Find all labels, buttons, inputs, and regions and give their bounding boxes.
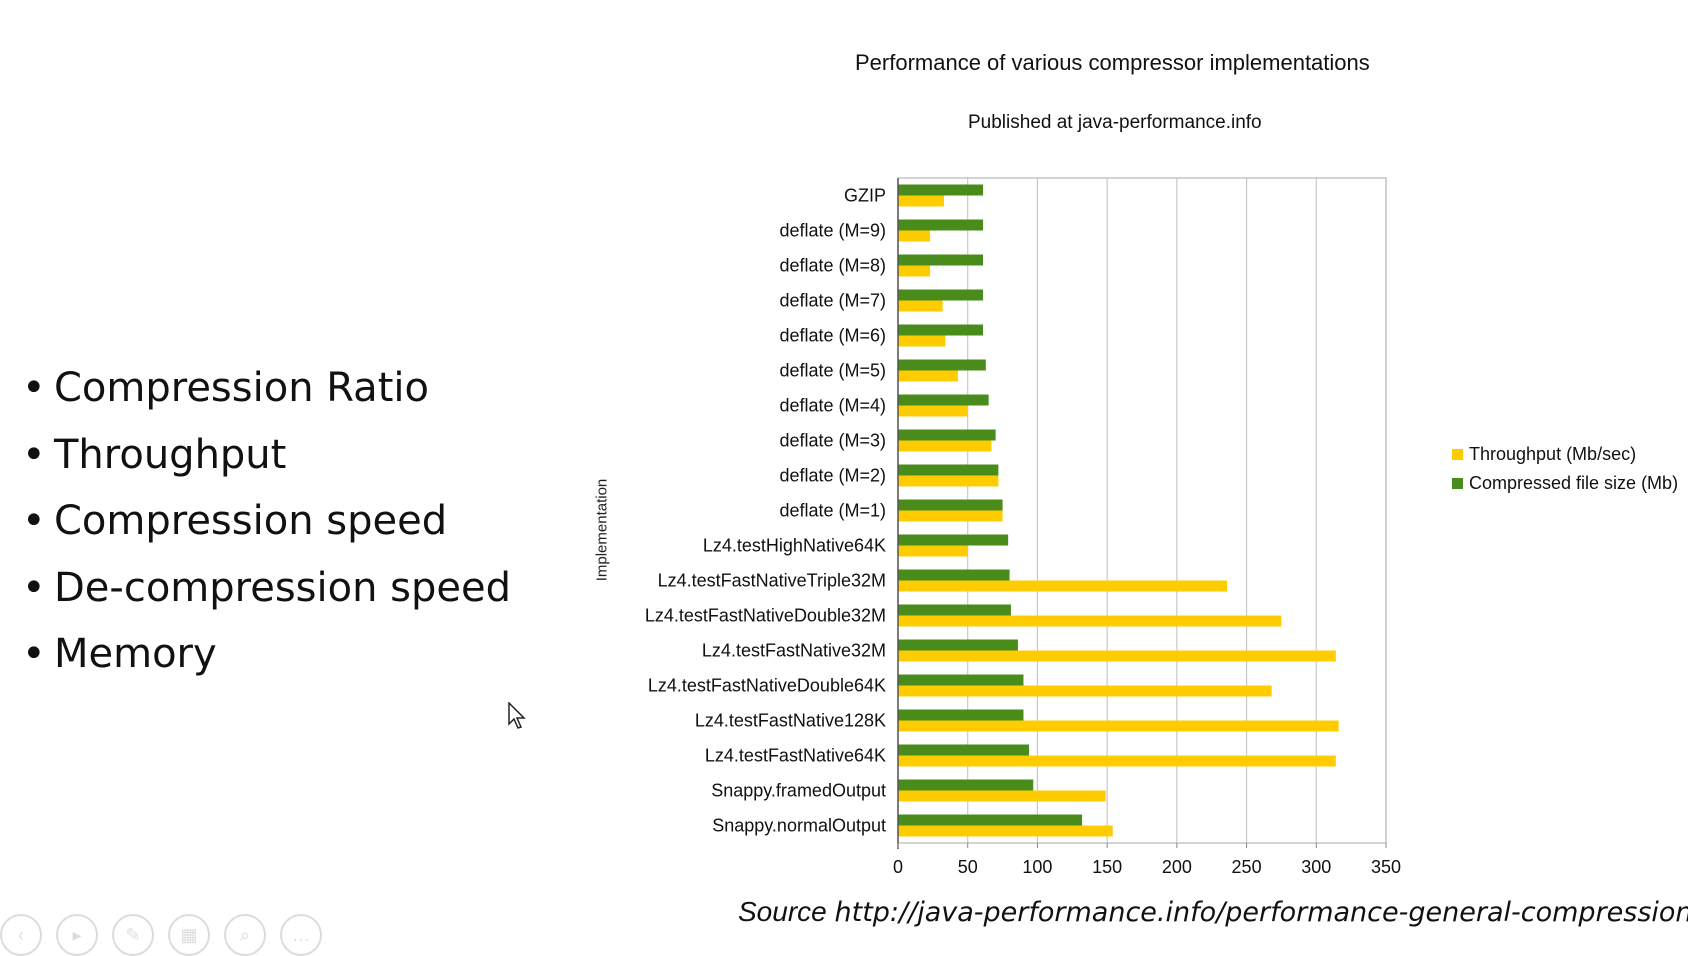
bar-throughput: [898, 336, 945, 347]
bar-compressed-size: [898, 255, 983, 266]
bar-compressed-size: [898, 465, 998, 476]
slides-icon[interactable]: ▦: [168, 914, 210, 956]
bar-throughput: [898, 266, 930, 277]
category-label: deflate (M=1): [779, 501, 886, 521]
bar-compressed-size: [898, 220, 983, 231]
source-url[interactable]: http://java-performance.info/performance…: [835, 897, 1688, 928]
category-label: deflate (M=5): [779, 361, 886, 381]
category-label: Lz4.testFastNativeDouble32M: [645, 606, 886, 626]
bar-throughput: [898, 371, 958, 382]
play-icon[interactable]: ▸: [56, 914, 98, 956]
bar-throughput: [898, 616, 1281, 627]
bar-compressed-size: [898, 535, 1008, 546]
bar-compressed-size: [898, 290, 983, 301]
category-label: deflate (M=6): [779, 326, 886, 346]
source-citation: Source http://java-performance.info/perf…: [738, 896, 1688, 928]
bar-throughput: [898, 756, 1336, 767]
legend-swatch: [1452, 449, 1463, 460]
category-label: GZIP: [844, 186, 886, 206]
category-label: deflate (M=2): [779, 466, 886, 486]
bar-throughput: [898, 686, 1272, 697]
bar-compressed-size: [898, 675, 1023, 686]
more-icon[interactable]: …: [280, 914, 322, 956]
legend-item-size: Compressed file size (Mb): [1452, 469, 1678, 498]
slideshow-toolbar: ‹ ▸ ✎ ▦ ⌕ …: [0, 914, 322, 956]
x-tick-label: 300: [1301, 857, 1331, 877]
bar-compressed-size: [898, 815, 1082, 826]
x-tick-label: 250: [1232, 857, 1262, 877]
bar-compressed-size: [898, 640, 1018, 651]
zoom-icon[interactable]: ⌕: [224, 914, 266, 956]
x-tick-label: 150: [1092, 857, 1122, 877]
category-label: deflate (M=9): [779, 221, 886, 241]
x-tick-label: 50: [958, 857, 978, 877]
mouse-cursor-icon: [508, 702, 526, 730]
chart-legend: Throughput (Mb/sec) Compressed file size…: [1452, 440, 1678, 498]
legend-label: Throughput (Mb/sec): [1469, 444, 1636, 465]
category-label: Lz4.testFastNative128K: [695, 711, 886, 731]
bar-compressed-size: [898, 780, 1033, 791]
bar-compressed-size: [898, 710, 1023, 721]
bar-throughput: [898, 581, 1227, 592]
pen-icon[interactable]: ✎: [112, 914, 154, 956]
category-label: Lz4.testFastNative32M: [702, 641, 886, 661]
category-label: Lz4.testFastNative64K: [705, 746, 886, 766]
bar-throughput: [898, 546, 968, 557]
bar-throughput: [898, 196, 944, 207]
x-tick-label: 100: [1022, 857, 1052, 877]
back-icon[interactable]: ‹: [0, 914, 42, 956]
bar-compressed-size: [898, 745, 1029, 756]
legend-item-throughput: Throughput (Mb/sec): [1452, 440, 1678, 469]
category-label: Lz4.testFastNativeDouble64K: [648, 676, 886, 696]
bar-throughput: [898, 476, 998, 487]
bar-compressed-size: [898, 360, 986, 371]
bar-compressed-size: [898, 500, 1003, 511]
category-label: deflate (M=3): [779, 431, 886, 451]
bar-compressed-size: [898, 605, 1011, 616]
x-tick-label: 350: [1371, 857, 1401, 877]
bar-throughput: [898, 441, 991, 452]
category-label: deflate (M=8): [779, 256, 886, 276]
category-label: Lz4.testFastNativeTriple32M: [658, 571, 886, 591]
category-label: deflate (M=4): [779, 396, 886, 416]
bar-throughput: [898, 406, 968, 417]
category-label: deflate (M=7): [779, 291, 886, 311]
source-label: Source: [738, 896, 827, 927]
legend-swatch: [1452, 478, 1463, 489]
bar-compressed-size: [898, 430, 996, 441]
bar-throughput: [898, 721, 1339, 732]
bar-compressed-size: [898, 325, 983, 336]
category-label: Lz4.testHighNative64K: [703, 536, 886, 556]
bar-throughput: [898, 301, 943, 312]
bar-throughput: [898, 231, 930, 242]
bar-compressed-size: [898, 570, 1010, 581]
category-label: Snappy.framedOutput: [711, 781, 886, 801]
bar-throughput: [898, 791, 1106, 802]
bar-throughput: [898, 651, 1336, 662]
bar-compressed-size: [898, 185, 983, 196]
x-tick-label: 200: [1162, 857, 1192, 877]
bar-throughput: [898, 826, 1113, 837]
bar-throughput: [898, 511, 1003, 522]
legend-label: Compressed file size (Mb): [1469, 473, 1678, 494]
bar-compressed-size: [898, 395, 989, 406]
x-tick-label: 0: [893, 857, 903, 877]
bar-chart: GZIP deflate (M=9) deflate (M=8) deflate (M…: [0, 0, 1688, 936]
category-label: Snappy.normalOutput: [712, 816, 886, 836]
